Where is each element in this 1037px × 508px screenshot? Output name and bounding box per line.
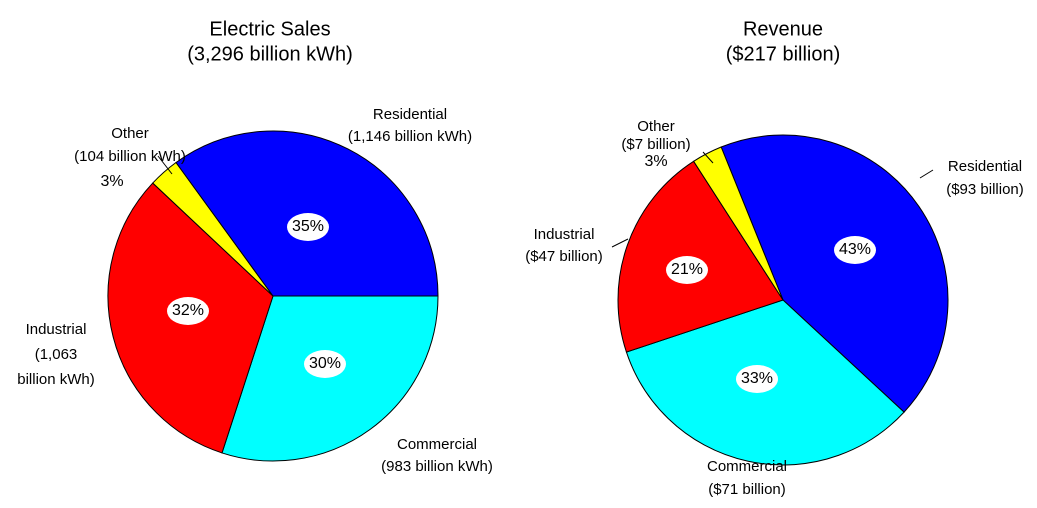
- pct-label: 3%: [100, 173, 123, 190]
- pct-background: [736, 365, 778, 393]
- leader-line: [702, 151, 714, 164]
- slice-detail: ($7 billion): [621, 136, 690, 153]
- chart-subtitle: ($217 billion): [726, 43, 841, 65]
- slice-label: Residential: [373, 106, 447, 123]
- chart-title: Electric Sales: [209, 18, 330, 40]
- pie-slice: [221, 295, 439, 462]
- slice-label: Other: [111, 125, 149, 142]
- pie-slice: [617, 160, 784, 353]
- pct-background: [834, 236, 876, 264]
- pct-label: 3%: [644, 153, 667, 170]
- slice-detail: (104 billion kWh): [74, 148, 186, 165]
- leader-line: [157, 155, 173, 175]
- slice-label: Commercial: [397, 436, 477, 453]
- pct-label: 30%: [309, 355, 341, 372]
- slice-label: Commercial: [707, 458, 787, 475]
- pct-label: 21%: [671, 261, 703, 278]
- slice-label: Industrial: [534, 226, 595, 243]
- slice-detail: (1,063: [35, 346, 78, 363]
- pct-label: 33%: [741, 370, 773, 387]
- slice-detail: (1,146 billion kWh): [348, 128, 472, 145]
- pct-label: 32%: [172, 302, 204, 319]
- pct-background: [287, 213, 329, 241]
- slice-label: Residential: [948, 158, 1022, 175]
- pct-label: 43%: [839, 241, 871, 258]
- leader-line: [611, 238, 629, 248]
- chart-subtitle: (3,296 billion kWh): [187, 43, 353, 65]
- pct-background: [666, 256, 708, 284]
- slice-label: Industrial: [26, 321, 87, 338]
- slice-detail: (983 billion kWh): [381, 458, 493, 475]
- leader-line: [919, 169, 934, 179]
- slice-detail: billion kWh): [17, 371, 95, 388]
- pct-label: 35%: [292, 218, 324, 235]
- slice-detail: ($93 billion): [946, 181, 1024, 198]
- slice-detail: ($47 billion): [525, 248, 603, 265]
- slice-detail: ($71 billion): [708, 481, 786, 498]
- chart-title: Revenue: [743, 18, 823, 40]
- slice-label: Other: [637, 118, 675, 135]
- pct-background: [167, 297, 209, 325]
- pie-slice: [720, 134, 949, 413]
- pie-slice: [692, 146, 784, 301]
- pct-background: [304, 350, 346, 378]
